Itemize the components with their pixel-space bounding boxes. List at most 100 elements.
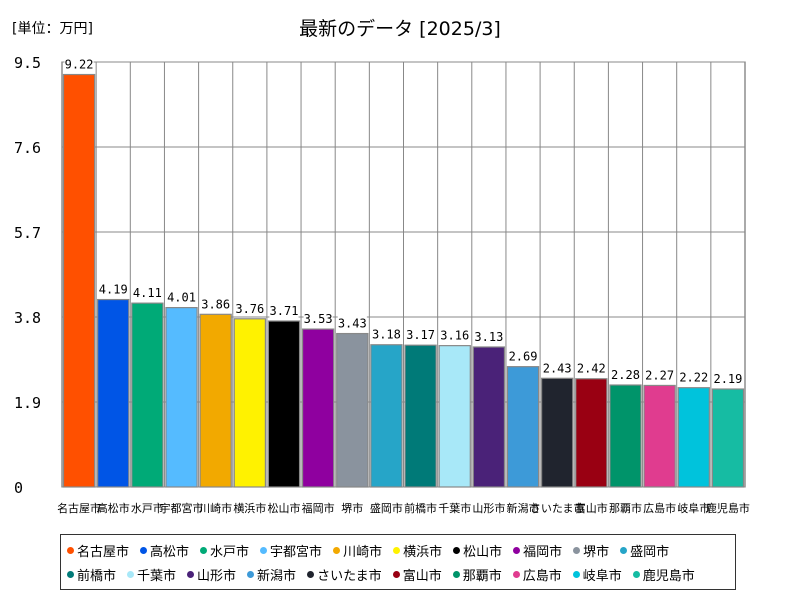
legend-swatch bbox=[452, 570, 460, 578]
bar-chart: 0 1.9 3.8 5.7 7.6 9.5 9.22 名古屋市 4.19 高松市 4.11 水戸市 4.… bbox=[14, 54, 750, 515]
legend-swatch bbox=[67, 546, 74, 554]
x-tick-label: 水戸市 bbox=[131, 501, 164, 515]
data-label-bg bbox=[132, 285, 162, 301]
legend-swatch bbox=[67, 570, 74, 578]
bar bbox=[472, 346, 506, 488]
data-label-bg bbox=[576, 360, 606, 376]
bar bbox=[336, 332, 369, 488]
legend-item: 那覇市 bbox=[452, 562, 502, 586]
legend-item: 広島市 bbox=[512, 562, 562, 586]
data-label: 3.86 bbox=[201, 297, 230, 311]
data-label-bg bbox=[98, 281, 128, 297]
x-tick-label: 岐阜市 bbox=[677, 501, 710, 515]
legend-item: 川崎市 bbox=[333, 538, 382, 562]
data-label-bg bbox=[303, 311, 333, 327]
bar bbox=[609, 384, 642, 488]
x-tick-label: 高松市 bbox=[97, 501, 130, 515]
legend-item: 福岡市 bbox=[513, 538, 562, 562]
data-label: 3.17 bbox=[406, 328, 435, 342]
legend-item: 前橋市 bbox=[67, 562, 116, 586]
chart-title: 最新のデータ [2025/3] bbox=[299, 18, 501, 40]
data-label: 2.22 bbox=[679, 371, 708, 385]
y-tick-label: 0 bbox=[14, 479, 23, 497]
data-label: 2.43 bbox=[543, 361, 572, 375]
data-label: 3.16 bbox=[440, 329, 469, 343]
data-label: 2.28 bbox=[611, 368, 640, 382]
legend-swatch bbox=[392, 570, 400, 578]
legend-swatch bbox=[620, 546, 628, 554]
data-label-bg bbox=[269, 303, 299, 319]
data-label-bg bbox=[371, 326, 401, 342]
legend-swatch bbox=[187, 570, 195, 578]
bar bbox=[438, 345, 471, 488]
x-tick-label: 広島市 bbox=[643, 501, 676, 515]
legend-swatch bbox=[512, 570, 520, 578]
bar bbox=[711, 388, 745, 488]
legend-label: 前橋市 bbox=[77, 568, 117, 584]
legend-swatch bbox=[127, 570, 135, 578]
legend-item: さいたま市 bbox=[307, 562, 382, 586]
legend-item: 堺市 bbox=[573, 538, 609, 562]
legend-label: 富山市 bbox=[402, 568, 442, 584]
bar bbox=[97, 298, 130, 488]
data-label: 4.19 bbox=[99, 283, 128, 297]
legend-label: 堺市 bbox=[583, 544, 610, 560]
unit-label: [単位：万円] bbox=[12, 21, 93, 37]
legend-label: 高松市 bbox=[150, 544, 190, 560]
bar bbox=[404, 344, 437, 488]
data-label-bg bbox=[64, 56, 94, 72]
legend-label: 宇都宮市 bbox=[270, 544, 323, 560]
x-tick-label: 盛岡市 bbox=[370, 501, 403, 515]
y-tick-label: 1.9 bbox=[14, 394, 41, 412]
legend-item: 宇都宮市 bbox=[260, 538, 322, 562]
x-tick-label: 宇都宮市 bbox=[160, 501, 204, 515]
data-label: 2.69 bbox=[509, 350, 538, 364]
bar bbox=[575, 378, 608, 488]
data-label: 2.19 bbox=[713, 372, 742, 386]
legend-item: 新潟市 bbox=[247, 562, 296, 586]
legend-item: 水戸市 bbox=[200, 538, 249, 562]
legend-swatch bbox=[140, 546, 148, 554]
legend-label: さいたま市 bbox=[317, 568, 382, 584]
data-label-bg bbox=[406, 327, 436, 343]
chart-legend: 名古屋市 高松市 水戸市 宇都宮市 川崎市 横浜市 松山市 福岡市 堺市 盛岡市 前橋市 千葉市 山形市… bbox=[60, 534, 736, 590]
bar bbox=[165, 307, 198, 488]
data-label: 9.22 bbox=[65, 58, 94, 72]
data-label-bg bbox=[440, 327, 470, 343]
bar bbox=[506, 366, 540, 488]
data-label: 2.27 bbox=[645, 368, 674, 382]
data-label-bg bbox=[474, 328, 504, 344]
bar bbox=[643, 384, 676, 488]
y-tick-label: 9.5 bbox=[14, 54, 41, 72]
legend-swatch bbox=[573, 546, 581, 554]
legend-label: 千葉市 bbox=[137, 568, 177, 584]
x-tick-label: 千葉市 bbox=[438, 501, 471, 515]
x-tick-label: 横浜市 bbox=[233, 501, 266, 515]
legend-swatch bbox=[333, 546, 341, 554]
x-tick-label: 山形市 bbox=[472, 501, 505, 515]
legend-item: 千葉市 bbox=[127, 562, 176, 586]
legend-label: 新潟市 bbox=[257, 568, 297, 584]
legend-swatch bbox=[572, 570, 580, 578]
x-tick-label: 前橋市 bbox=[404, 501, 437, 515]
legend-item: 横浜市 bbox=[393, 538, 442, 562]
legend-item: 盛岡市 bbox=[620, 538, 669, 562]
legend-label: 鹿児島市 bbox=[642, 568, 695, 584]
data-label: 3.71 bbox=[270, 304, 299, 318]
legend-swatch bbox=[393, 546, 401, 554]
legend-label: 盛岡市 bbox=[630, 544, 670, 560]
x-tick-label: 福岡市 bbox=[302, 501, 335, 515]
x-tick-label: 那覇市 bbox=[609, 501, 642, 515]
x-tick-label: 堺市 bbox=[341, 501, 363, 515]
x-tick-label: さいたま市 bbox=[530, 501, 585, 515]
legend-label: 横浜市 bbox=[403, 544, 443, 560]
data-label-bg bbox=[235, 300, 265, 316]
legend-swatch bbox=[200, 546, 208, 554]
legend-label: 福岡市 bbox=[523, 544, 563, 560]
bar bbox=[677, 387, 710, 488]
legend-label: 川崎市 bbox=[343, 544, 383, 560]
bar bbox=[267, 320, 301, 488]
legend-label: 名古屋市 bbox=[77, 544, 130, 560]
bar bbox=[199, 313, 232, 488]
legend-item: 松山市 bbox=[453, 538, 502, 562]
